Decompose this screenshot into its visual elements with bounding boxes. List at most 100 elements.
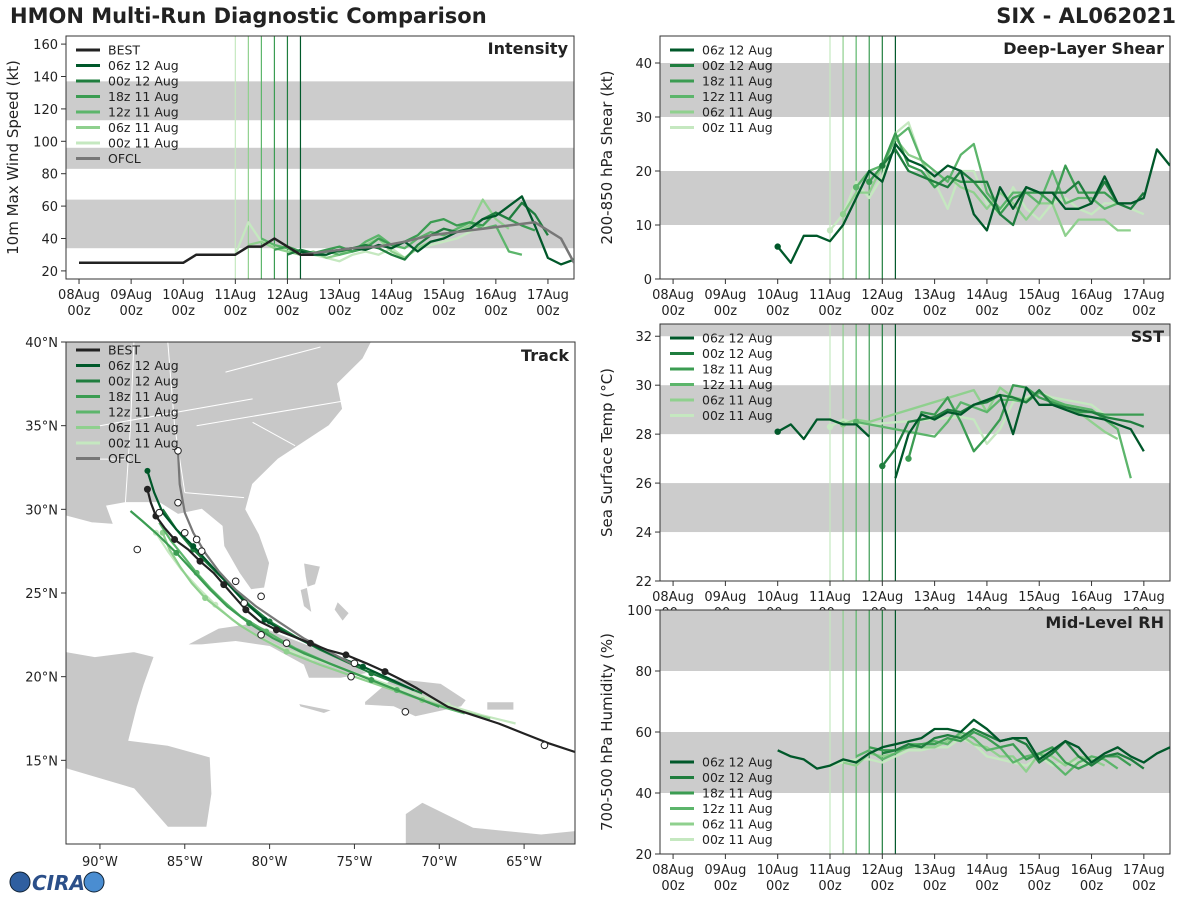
legend-label: 00z 12 Aug: [702, 770, 773, 785]
x-tick-hour-label: 00z: [1080, 304, 1104, 319]
threshold-band: [66, 199, 574, 249]
x-tick-hour-label: 00z: [714, 304, 738, 319]
x-tick-hour-label: 00z: [224, 304, 248, 319]
threshold-band: [660, 324, 1170, 337]
threshold-band: [660, 732, 1170, 793]
y-axis-label: 10m Max Wind Speed (kt): [4, 60, 22, 255]
legend-label: 06z 12 Aug: [702, 43, 773, 58]
x-tick-day-label: 11Aug: [214, 288, 256, 303]
legend-label: 00z 12 Aug: [702, 58, 773, 73]
series-start-marker: [852, 184, 860, 191]
threshold-band: [660, 610, 1170, 671]
y-tick-label: 0: [644, 273, 652, 288]
legend-label: 00z 12 Aug: [702, 346, 773, 361]
x-tick-day-label: 09Aug: [704, 288, 746, 303]
y-tick-label: 20: [635, 165, 652, 180]
series-line: [842, 733, 1106, 773]
land-mass: [486, 701, 515, 711]
x-tick-day-label: 16Aug: [1071, 863, 1113, 878]
legend-label: 12z 11 Aug: [108, 405, 179, 420]
y-tick-label: 30: [635, 379, 652, 394]
best-track-point: [242, 606, 250, 614]
panel-title: Intensity: [488, 39, 569, 58]
lat-tick-label: 35°N: [25, 420, 58, 435]
track-marker: [144, 467, 151, 474]
track-marker: [246, 620, 253, 627]
x-tick-day-label: 10Aug: [757, 590, 799, 605]
lat-tick-label: 40°N: [25, 336, 58, 351]
threshold-band: [660, 483, 1170, 533]
x-tick-day-label: 14Aug: [966, 288, 1008, 303]
track-marker: [359, 663, 366, 670]
logo-text: CIRA: [32, 871, 85, 895]
x-tick-hour-label: 00z: [661, 304, 685, 319]
y-tick-label: 60: [635, 726, 652, 741]
track-layer: [66, 342, 575, 844]
x-tick-hour-label: 00z: [975, 879, 999, 894]
x-tick-hour-label: 00z: [276, 304, 300, 319]
x-tick-hour-label: 00z: [1028, 879, 1052, 894]
rh-chart: 2040608010008Aug00z09Aug00z10Aug00z11Aug…: [598, 604, 1171, 894]
plot-frame: [659, 35, 1171, 280]
state-border: [196, 400, 347, 427]
x-tick-hour-label: 00z: [172, 304, 196, 319]
open-position-marker: [257, 592, 265, 601]
logo-globe-right: [83, 871, 105, 893]
x-tick-day-label: 11Aug: [809, 288, 851, 303]
x-tick-hour-label: 00z: [766, 304, 790, 319]
land-mass: [404, 801, 575, 844]
series-line: [777, 718, 1170, 770]
legend-label: 06z 11 Aug: [108, 120, 179, 135]
x-tick-hour-label: 00z: [1028, 304, 1052, 319]
x-tick-day-label: 12Aug: [861, 590, 903, 605]
y-tick-label: 40: [41, 233, 58, 248]
x-tick-day-label: 08Aug: [652, 863, 694, 878]
series-start-marker: [879, 462, 886, 470]
lon-tick-label: 75°W: [336, 855, 372, 870]
x-tick-day-label: 12Aug: [266, 288, 308, 303]
x-tick-day-label: 13Aug: [914, 590, 956, 605]
x-tick-day-label: 08Aug: [652, 590, 694, 605]
lon-tick-label: 70°W: [421, 855, 457, 870]
legend-label: 06z 11 Aug: [702, 393, 773, 408]
plot-frame: [659, 323, 1171, 582]
x-tick-day-label: 15Aug: [1018, 288, 1060, 303]
open-position-marker: [174, 446, 182, 455]
panel-title: Deep-Layer Shear: [1003, 39, 1164, 58]
lon-tick-label: 65°W: [506, 855, 542, 870]
legend-label: OFCL: [108, 451, 141, 466]
y-tick-label: 100: [33, 135, 58, 150]
y-tick-label: 10: [635, 219, 652, 234]
open-position-marker: [155, 508, 164, 517]
panel-title: Track: [521, 346, 569, 365]
open-position-marker: [401, 708, 410, 716]
x-tick-hour-label: 00z: [119, 304, 143, 319]
y-axis-label: 200-850 hPa Shear (kt): [598, 71, 616, 245]
x-tick-hour-label: 00z: [923, 879, 947, 894]
x-tick-day-label: 10Aug: [757, 288, 799, 303]
lon-tick-label: 85°W: [167, 855, 203, 870]
x-tick-hour-label: 00z: [380, 304, 404, 319]
open-position-marker: [192, 535, 201, 544]
y-tick-label: 40: [635, 57, 652, 72]
land-mass: [297, 702, 335, 715]
best-track-point: [272, 626, 280, 634]
page-title: HMON Multi-Run Diagnostic Comparison: [10, 4, 487, 28]
y-axis-label: Sea Surface Temp (°C): [598, 368, 616, 537]
open-position-marker: [540, 741, 549, 750]
x-tick-day-label: 13Aug: [319, 288, 361, 303]
ofcl-track: [176, 450, 355, 666]
x-tick-hour-label: 00z: [432, 304, 456, 319]
x-tick-day-label: 15Aug: [1018, 590, 1060, 605]
legend-label: BEST: [108, 43, 140, 58]
legend-label: 18z 11 Aug: [702, 786, 773, 801]
panel-title: SST: [1131, 327, 1164, 346]
best-track-point: [381, 668, 389, 676]
x-tick-day-label: 17Aug: [1123, 590, 1165, 605]
y-tick-label: 20: [41, 265, 58, 280]
lat-tick-label: 25°N: [25, 587, 58, 602]
x-tick-day-label: 09Aug: [110, 288, 152, 303]
series-line: [842, 386, 1119, 441]
legend-label: 06z 11 Aug: [702, 817, 773, 832]
series-line: [881, 148, 1145, 227]
